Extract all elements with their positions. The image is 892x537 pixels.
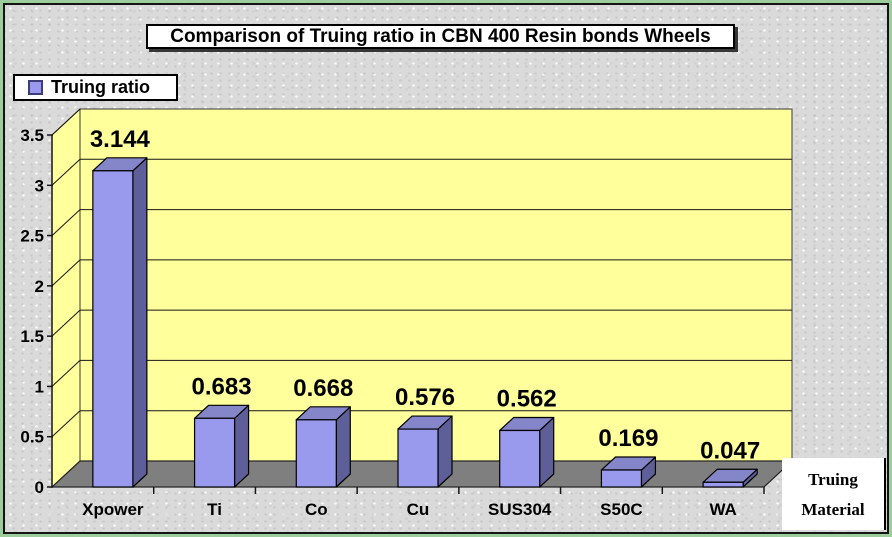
bar-front-face	[702, 481, 744, 488]
x-axis-title-line1: Truing	[808, 469, 858, 489]
x-category-label: Co	[305, 500, 328, 519]
x-axis-title-line2: Material	[801, 499, 865, 519]
left-wall-gridline	[51, 158, 81, 186]
left-wall-gridline	[51, 410, 81, 438]
left-wall-gridline	[51, 259, 81, 287]
bar-front-face	[499, 429, 541, 488]
bar-value-label: 0.047	[700, 437, 760, 464]
left-wall-gridline	[51, 309, 81, 337]
x-axis-title-box: Truing Material	[782, 458, 886, 530]
y-tick-label: 1	[35, 377, 44, 396]
x-category-label: Xpower	[82, 500, 144, 519]
bar-front-face	[92, 170, 134, 488]
bar-front-face	[295, 419, 337, 488]
x-category-label: WA	[709, 500, 736, 519]
x-category-label: Ti	[207, 500, 222, 519]
bar-side-face	[132, 157, 148, 488]
bar-value-label: 3.144	[90, 126, 151, 153]
left-wall-gridline	[51, 108, 81, 136]
left-wall	[51, 107, 81, 489]
x-category-label: SUS304	[488, 500, 552, 519]
bar-value-label: 0.683	[192, 373, 252, 400]
left-wall-gridline	[51, 360, 81, 387]
bar-front-face	[397, 428, 439, 488]
legend-marker-icon	[28, 80, 43, 95]
x-category-label: Cu	[407, 500, 430, 519]
chart-title: Comparison of Truing ratio in CBN 400 Re…	[170, 25, 711, 47]
bar-value-label: 0.169	[598, 425, 658, 452]
legend-label: Truing ratio	[51, 77, 150, 97]
y-tick-label: 0	[35, 478, 44, 497]
bar-value-label: 0.576	[395, 384, 455, 411]
bar-front-face	[600, 469, 643, 488]
back-wall	[79, 108, 793, 462]
y-tick-label: 3.5	[20, 126, 44, 145]
y-tick-label: 3	[35, 176, 44, 195]
bar-side-face	[233, 404, 250, 488]
bar-value-label: 0.668	[293, 375, 353, 402]
chart-title-box: Comparison of Truing ratio in CBN 400 Re…	[146, 24, 735, 49]
y-tick-label: 1.5	[20, 327, 44, 346]
bar-front-face	[193, 417, 236, 488]
y-tick-label: 2.5	[20, 227, 44, 246]
bar-side-face	[335, 406, 351, 488]
x-category-label: S50C	[600, 500, 643, 519]
legend: Truing ratio	[13, 74, 178, 101]
y-tick-label: 0.5	[20, 428, 44, 447]
bar-value-label: 0.562	[497, 385, 557, 412]
left-wall-gridline	[51, 209, 81, 236]
y-tick-label: 2	[35, 277, 44, 296]
